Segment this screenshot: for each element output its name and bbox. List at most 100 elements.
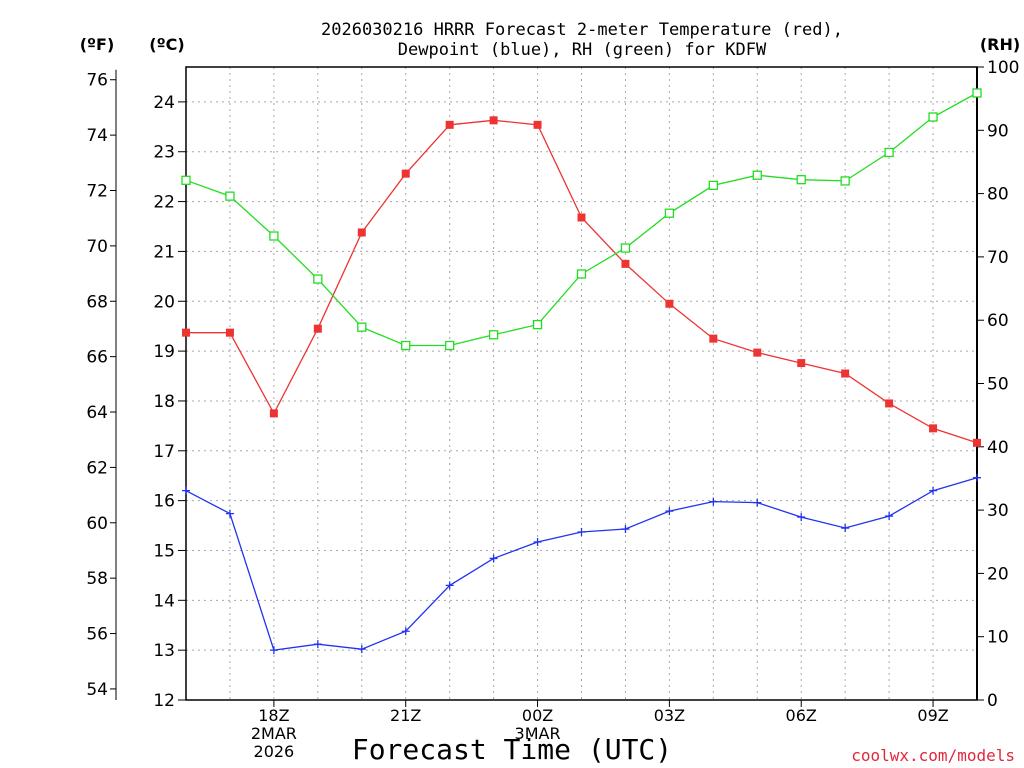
celsius-tick-label: 17 — [153, 442, 175, 462]
temperature-point — [621, 259, 630, 268]
rh-tick-label: 0 — [987, 691, 998, 711]
fahrenheit-tick-label: 60 — [86, 514, 108, 534]
fahrenheit-tick-label: 76 — [86, 71, 108, 91]
temperature-point — [577, 213, 586, 222]
rh-point — [840, 176, 850, 186]
series-dewpoint — [182, 473, 981, 655]
fahrenheit-unit-label: (ºF) — [80, 35, 115, 54]
temperature-point — [797, 359, 806, 368]
dewpoint-point — [313, 640, 322, 649]
temperature-point — [665, 299, 674, 308]
temperature-point — [489, 116, 498, 125]
fahrenheit-tick-label: 54 — [86, 680, 108, 700]
grid-lines — [186, 67, 977, 701]
rh-tick-label: 40 — [987, 438, 1009, 458]
series-temperature — [182, 116, 981, 447]
credit-label: coolwx.com/models — [851, 746, 1015, 765]
fahrenheit-tick-label: 66 — [86, 348, 108, 368]
dewpoint-point — [753, 498, 762, 507]
celsius-tick-label: 19 — [153, 342, 175, 362]
dewpoint-point — [401, 627, 410, 636]
x-tick-label: 3MAR — [515, 724, 561, 743]
dewpoint-point — [621, 525, 630, 534]
temperature-point — [709, 334, 718, 343]
rh-point — [664, 208, 675, 218]
rh-tick-label: 50 — [987, 375, 1009, 395]
temperature-point — [182, 328, 190, 337]
fahrenheit-tick-label: 70 — [86, 237, 108, 257]
fahrenheit-tick-label: 56 — [86, 625, 108, 645]
dewpoint-point — [929, 486, 938, 495]
celsius-tick-label: 22 — [153, 193, 175, 213]
rh-point — [401, 340, 411, 351]
fahrenheit-tick-label: 58 — [86, 569, 108, 589]
dewpoint-point — [577, 528, 586, 537]
dewpoint-point — [973, 473, 981, 482]
temperature-point — [841, 369, 850, 378]
rh-tick-label: 30 — [987, 501, 1009, 521]
temperature-point — [225, 328, 234, 337]
celsius-unit-label: (ºC) — [149, 35, 184, 54]
temperature-point — [929, 424, 938, 433]
rh-point — [620, 243, 631, 253]
celsius-tick-label: 21 — [153, 242, 175, 262]
temperature-point — [753, 348, 762, 357]
rh-point — [796, 175, 806, 185]
celsius-tick-label: 24 — [153, 93, 175, 113]
rh-tick-label: 60 — [987, 311, 1009, 331]
dewpoint-point — [797, 513, 806, 522]
plot-frame — [185, 66, 978, 701]
x-tick-label: 2MAR — [251, 724, 297, 743]
chart-title-line1: 2026030216 HRRR Forecast 2-meter Tempera… — [321, 20, 843, 40]
rh-point — [313, 274, 323, 284]
x-tick-label: 09Z — [917, 706, 948, 725]
temperature-point — [445, 120, 454, 129]
x-tick-label: 2026 — [254, 742, 295, 761]
dewpoint-point — [489, 554, 498, 563]
rh-point — [532, 319, 543, 330]
temperature-point — [885, 399, 894, 408]
rh-tick-label: 100 — [987, 58, 1019, 78]
celsius-tick-label: 18 — [153, 392, 175, 412]
rh-point — [752, 170, 762, 180]
rh-unit-label: (RH) — [980, 35, 1020, 54]
celsius-tick-label: 14 — [153, 591, 175, 611]
dewpoint-point — [225, 509, 234, 518]
fahrenheit-tick-label: 62 — [86, 458, 108, 478]
rh-point — [708, 180, 718, 191]
temperature-point — [357, 228, 366, 237]
rh-point — [972, 88, 982, 98]
x-tick-label: 00Z — [522, 706, 553, 725]
rh-tick-label: 20 — [987, 564, 1009, 584]
rh-tick-label: 10 — [987, 628, 1009, 648]
axes: 12 13 14 15 16 17 18 19 20 21 22 23 24 54 56 58 60 62 64 66… — [86, 58, 1019, 761]
temperature-point — [973, 438, 981, 447]
rh-tick-label: 70 — [987, 248, 1009, 268]
rh-point — [225, 191, 235, 201]
dewpoint-point — [182, 486, 190, 495]
chart-title-line2: Dewpoint (blue), RH (green) for KDFW — [398, 40, 767, 60]
celsius-tick-label: 23 — [153, 143, 175, 163]
rh-point — [884, 147, 894, 158]
rh-point — [269, 231, 279, 241]
rh-point — [488, 330, 499, 340]
rh-point — [445, 340, 455, 351]
dewpoint-point — [269, 646, 278, 655]
celsius-tick-label: 12 — [153, 691, 175, 711]
x-tick-label: 03Z — [654, 706, 685, 725]
celsius-tick-label: 20 — [153, 292, 175, 312]
temperature-point — [313, 324, 322, 333]
series-layer — [181, 88, 982, 655]
dewpoint-line — [185, 477, 978, 651]
rh-point — [928, 112, 938, 122]
dewpoint-point — [841, 524, 850, 533]
fahrenheit-tick-label: 68 — [86, 292, 108, 312]
x-axis-label: Forecast Time (UTC) — [352, 733, 672, 766]
dewpoint-point — [885, 512, 894, 521]
x-tick-label: 06Z — [786, 706, 817, 725]
dewpoint-point — [709, 497, 718, 506]
celsius-tick-label: 13 — [153, 641, 175, 661]
temperature-line — [186, 119, 978, 444]
rh-point — [576, 269, 587, 279]
